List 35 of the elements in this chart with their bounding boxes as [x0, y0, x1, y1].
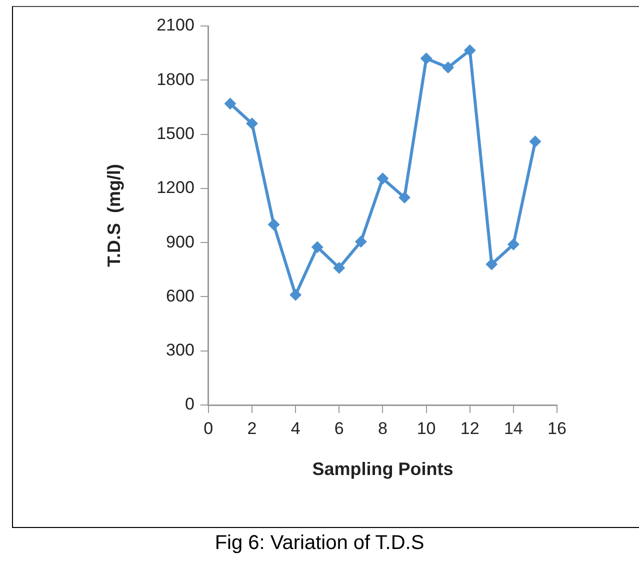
point	[311, 241, 324, 254]
x-tick-label: 16	[548, 418, 566, 438]
x-tick-label: 14	[504, 418, 523, 438]
point	[442, 62, 454, 74]
point	[529, 136, 542, 148]
point	[268, 218, 280, 231]
x-tick-label: 6	[334, 418, 344, 438]
y-tick-label: 1200	[156, 178, 194, 198]
x-tick-label: 8	[378, 418, 388, 438]
point	[290, 288, 302, 301]
point	[376, 172, 389, 185]
x-tick-label: 4	[290, 418, 300, 438]
x-tick-label: 10	[416, 418, 436, 438]
caption: Fig 6: Variation of T.D.S	[214, 532, 426, 555]
y-tick-label: 600	[166, 286, 194, 306]
y-tick-label: 1800	[156, 70, 194, 89]
y-tick-label: 300	[166, 340, 194, 360]
point	[486, 258, 498, 270]
y-axis-title: T.D.S (mg/l)	[104, 164, 124, 267]
point	[464, 44, 476, 56]
point	[333, 262, 346, 274]
y-tick-label: 900	[166, 232, 194, 252]
point	[246, 117, 258, 130]
point	[507, 238, 520, 250]
y-tick-label: 0	[184, 394, 194, 414]
y-tick-label: 1500	[156, 124, 194, 143]
x-tick-label: 0	[204, 418, 214, 438]
point	[398, 191, 410, 204]
x-tick-label: 2	[247, 418, 257, 438]
point	[420, 52, 432, 64]
point	[224, 98, 236, 110]
x-tick-label: 12	[460, 418, 480, 438]
x-axis-title: Sampling Points	[312, 459, 454, 480]
point	[354, 236, 367, 248]
y-tick-label: 2100	[156, 16, 194, 35]
